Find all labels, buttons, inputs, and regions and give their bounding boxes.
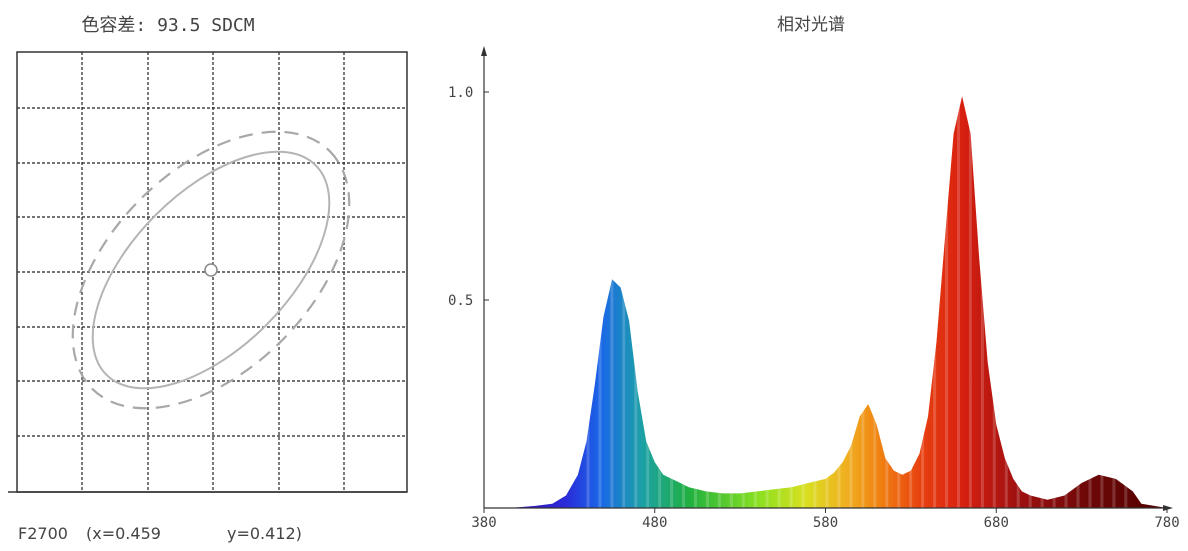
band-streak [968,96,972,508]
band-streak [741,96,745,508]
band-streak [813,96,817,508]
band-streak [992,96,996,508]
band-streak [1040,96,1044,508]
band-streak [1076,96,1080,508]
left-grid [17,52,407,492]
band-streak [777,96,781,508]
band-streak [849,96,853,508]
band-streak [873,96,877,508]
band-streak [1016,96,1020,508]
band-streak [598,96,602,508]
x-tick-label: 780 [1154,515,1179,531]
band-streak [729,96,733,508]
band-streak [634,96,638,508]
band-streak [622,96,626,508]
band-streak [861,96,865,508]
tick-labels: 380 480 580 680 780 0.5 1.0 [448,85,1180,531]
band-streak [789,96,793,508]
band-streak [921,96,925,508]
band-streak [897,96,901,508]
caption-y-value: y=0.412) [227,524,302,543]
band-streak [1088,96,1092,508]
band-streak [658,96,662,508]
band-streak [837,96,841,508]
band-streak [1028,96,1032,508]
band-streak [945,96,948,508]
right-axes [481,46,1173,511]
band-streak [610,96,614,508]
band-streak [1052,96,1056,508]
band-streak [1124,96,1128,508]
band-streak [706,96,709,508]
band-streak [825,96,829,508]
band-streak [885,96,889,508]
caption-prefix: F2700 [18,524,68,543]
band-streak [682,96,686,508]
center-point-marker [204,263,218,277]
band-streak [586,96,590,508]
relative-spectrum-chart: 相对光谱 380 480 580 680 780 0.5 1.0 [448,15,1180,531]
y-tick-label: 1.0 [448,85,473,101]
band-streak [765,96,769,508]
band-streak [1064,96,1068,508]
right-chart-title: 相对光谱 [777,15,845,35]
band-streak [909,96,913,508]
band-streak [957,96,960,508]
band-streak [1004,96,1008,508]
x-tick-label: 380 [471,515,496,531]
spectrum-series-area [484,96,1167,508]
x-axis-arrow [1163,505,1173,511]
band-streak [717,96,721,508]
band-streak [670,96,674,508]
x-tick-label: 480 [642,515,667,531]
x-tick-label: 680 [984,515,1009,531]
caption-x-value: (x=0.459 [86,524,161,543]
inner-tolerance-ellipse [91,150,331,390]
band-streak [646,96,650,508]
band-streak [753,96,757,508]
y-axis-arrow [481,46,487,56]
band-streak [694,96,697,508]
y-tick-label: 0.5 [448,293,473,309]
band-streak [980,96,984,508]
band-streak [933,96,937,508]
spectrum-area [484,96,1167,508]
band-streak [1112,96,1116,508]
band-streak [1100,96,1104,508]
outer-tolerance-ellipse [71,130,351,410]
x-tick-label: 580 [813,515,838,531]
left-chart-title: 色容差: 93.5 SDCM [81,15,254,36]
chromaticity-tolerance-chart: 色容差: 93.5 SDCM F2700 (x=0.459 y=0.412) [8,15,408,543]
band-streak [801,96,805,508]
